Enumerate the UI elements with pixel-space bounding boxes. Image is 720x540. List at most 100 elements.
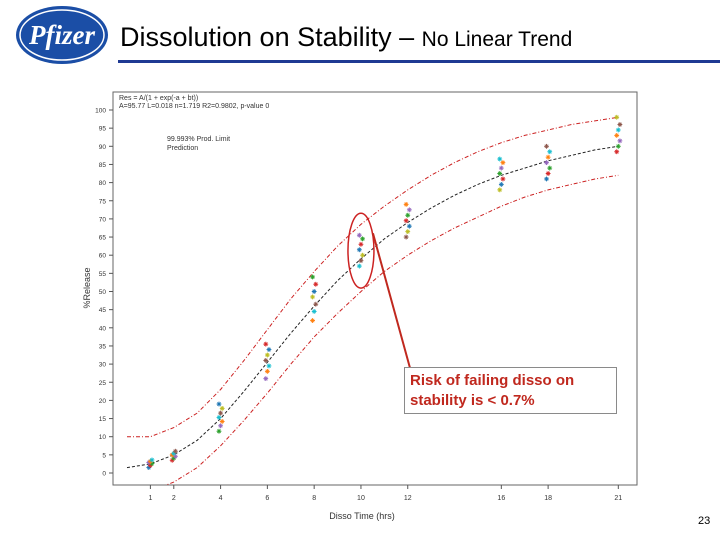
data-point — [547, 165, 553, 171]
data-point — [356, 247, 362, 253]
data-point — [263, 376, 269, 382]
data-point — [403, 201, 409, 207]
chart-legend: Res = A/(1 + exp(-a + bt)) A=95.77 L=0.0… — [119, 95, 269, 152]
lower-prediction-limit-line — [164, 174, 619, 485]
data-point — [172, 448, 178, 454]
data-point — [615, 143, 621, 149]
data-point — [500, 176, 506, 182]
data-point — [263, 358, 269, 363]
series-layer — [126, 114, 623, 485]
data-point — [544, 143, 549, 149]
data-point — [219, 405, 225, 411]
data-point — [406, 207, 412, 213]
data-point — [218, 410, 223, 416]
y-tick-label: 25 — [99, 380, 107, 387]
data-point — [547, 149, 553, 155]
pfizer-logo-oval — [16, 6, 108, 64]
data-point — [614, 149, 620, 155]
data-point — [310, 294, 315, 300]
x-axis-label: Disso Time (hrs) — [329, 511, 395, 521]
axis-layer: 1 2 4 6 8 10 12 16 18 210510152025303540455055606… — [95, 108, 622, 503]
data-point — [313, 301, 319, 307]
x-tick-label: 4 — [219, 495, 223, 502]
data-point — [500, 160, 506, 166]
data-point — [313, 281, 319, 287]
data-point — [216, 401, 222, 407]
data-point — [311, 309, 317, 314]
x-tick-label: 21 — [614, 495, 622, 502]
data-point — [406, 223, 412, 229]
curves-group — [126, 116, 619, 485]
y-tick-label: 45 — [99, 307, 107, 314]
y-tick-label: 90 — [99, 144, 107, 151]
data-point — [544, 176, 549, 182]
y-tick-label: 60 — [99, 253, 107, 260]
data-point — [615, 127, 621, 133]
y-tick-label: 10 — [99, 434, 107, 441]
y-tick-label: 85 — [99, 162, 107, 169]
legend-line-5: Prediction — [167, 145, 198, 152]
data-point — [405, 212, 411, 218]
data-point — [219, 419, 225, 424]
data-point — [614, 133, 620, 138]
data-point — [617, 122, 623, 127]
data-point — [263, 341, 269, 347]
risk-callout-box: Risk of failing disso on stability is < … — [404, 367, 617, 414]
title-underline — [118, 60, 720, 63]
data-point — [403, 218, 409, 224]
slide-title-main: Dissolution on Stability – — [120, 22, 422, 52]
pfizer-logo-text: Pfizer — [28, 20, 95, 50]
y-tick-label: 50 — [99, 289, 107, 296]
data-point — [358, 241, 364, 247]
data-point — [358, 258, 364, 264]
data-point — [264, 368, 270, 374]
y-tick-label: 100 — [95, 108, 106, 115]
y-tick-label: 0 — [102, 471, 106, 478]
data-point — [614, 114, 620, 120]
y-tick-label: 35 — [99, 343, 107, 350]
x-tick-label: 10 — [357, 495, 365, 502]
x-tick-label: 2 — [172, 495, 176, 502]
y-tick-label: 95 — [99, 126, 107, 133]
x-tick-label: 18 — [544, 495, 552, 502]
legend-line-4: 99.993% Prod. Limit — [167, 136, 230, 143]
data-point — [617, 138, 623, 144]
data-point — [497, 171, 503, 176]
y-tick-label: 15 — [99, 416, 107, 423]
data-point — [310, 318, 315, 323]
data-point — [545, 171, 551, 176]
x-tick-label: 6 — [265, 495, 269, 502]
y-tick-label: 70 — [99, 216, 107, 223]
data-point — [264, 352, 270, 358]
data-point — [356, 232, 362, 238]
data-point — [311, 289, 317, 294]
y-tick-label: 55 — [99, 271, 107, 278]
x-tick-label: 16 — [497, 495, 505, 502]
legend-line-1: Res = A/(1 + exp(-a + bt)) — [119, 95, 198, 102]
data-point — [360, 236, 365, 242]
data-point — [218, 423, 223, 429]
data-point — [497, 156, 503, 162]
data-point — [266, 363, 272, 369]
x-tick-label: 12 — [404, 495, 412, 502]
y-tick-label: 40 — [99, 325, 107, 332]
y-tick-label: 5 — [102, 452, 106, 459]
data-point — [497, 187, 503, 193]
data-point — [216, 428, 222, 434]
y-tick-label: 30 — [99, 362, 107, 369]
callout-connector — [371, 232, 411, 369]
data-point — [405, 229, 411, 235]
y-tick-label: 20 — [99, 398, 107, 405]
y-tick-label: 80 — [99, 180, 107, 187]
fitted-curve-line — [126, 145, 619, 469]
page-number: 23 — [698, 515, 711, 527]
data-point — [403, 234, 409, 240]
data-point — [360, 252, 365, 258]
data-point — [266, 347, 272, 352]
data-point — [498, 165, 504, 171]
x-tick-label: 8 — [312, 495, 316, 502]
data-point — [149, 457, 155, 463]
y-tick-label: 65 — [99, 235, 107, 242]
upper-prediction-limit-line — [127, 116, 619, 438]
